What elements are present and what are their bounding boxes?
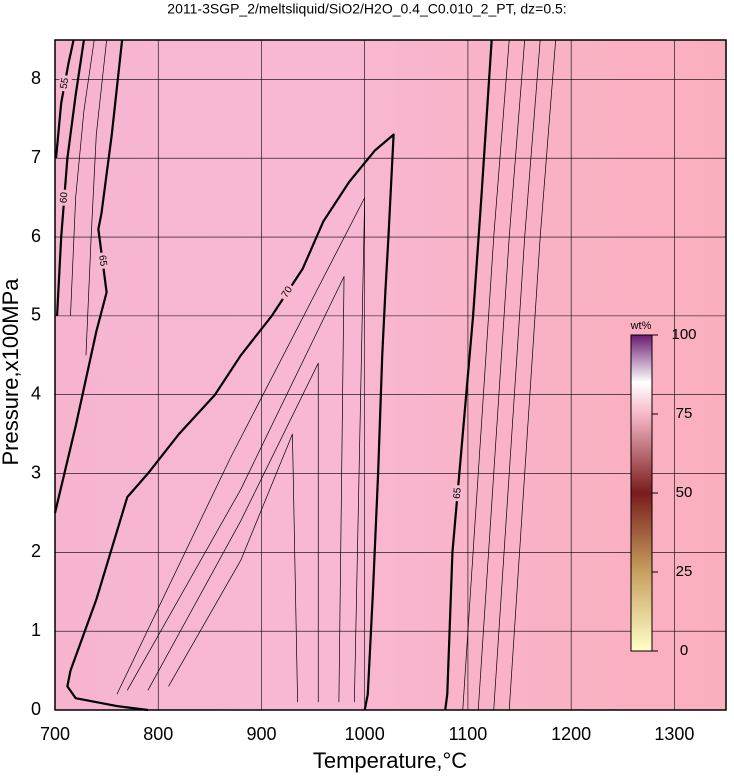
y-tick-label: 8: [31, 68, 41, 88]
colorbar: [630, 334, 653, 652]
minor-contour: [493, 39, 541, 711]
y-axis-title: Pressure,x100MPa: [0, 278, 23, 466]
y-tick-label: 5: [31, 305, 41, 325]
minor-contour: [508, 39, 557, 711]
minor-contour: [147, 362, 319, 703]
x-tick-label: 800: [143, 724, 173, 744]
contour-label: 65: [452, 487, 464, 499]
minor-contour: [70, 39, 95, 316]
x-tick-label: 1300: [654, 724, 694, 744]
minor-contour: [85, 39, 107, 356]
minor-contour: [168, 433, 298, 703]
plot-frame: [54, 39, 727, 711]
colorbar-tick-label: 75: [676, 405, 693, 422]
contour: [444, 39, 493, 711]
y-tick-label: 3: [31, 462, 41, 482]
colorbar-tick-label: 0: [680, 642, 688, 659]
colorbar-tick-label: 100: [671, 326, 696, 343]
x-tick-label: 1100: [449, 724, 488, 744]
colorbar-tick-label: 25: [676, 563, 693, 580]
y-tick-label: 2: [31, 541, 41, 561]
contour-label-bg: [277, 282, 297, 303]
contour-label: 65: [96, 254, 108, 267]
minor-contour: [116, 197, 366, 703]
chart-title: 2011-3SGP_2/meltsliquid/SiO2/H2O_0.4_C0.…: [167, 1, 566, 17]
x-tick-label: 900: [246, 724, 276, 744]
colorbar-label: wt%: [630, 320, 652, 332]
contour-label-bg: [95, 251, 110, 270]
y-tick-label: 0: [31, 699, 41, 719]
plot-background: [55, 40, 726, 710]
x-tick-label: 700: [40, 724, 70, 744]
contour-label: 55: [59, 76, 72, 89]
y-tick-label: 1: [31, 620, 41, 640]
minor-contour: [126, 276, 345, 703]
x-tick-label: 1200: [551, 724, 591, 744]
contour-label-bg: [450, 484, 465, 502]
x-axis-title: Temperature,°C: [313, 748, 467, 773]
minor-contour: [477, 39, 526, 711]
contour-label-bg: [57, 189, 71, 207]
colorbar-tick-label: 50: [676, 484, 693, 501]
contour: [55, 39, 85, 316]
contour-label-bg: [57, 74, 73, 93]
y-tick-label: 4: [31, 383, 41, 403]
y-tick-label: 7: [31, 147, 41, 167]
minor-contour: [462, 39, 510, 711]
contour-label: 60: [59, 191, 71, 203]
y-tick-label: 6: [31, 226, 41, 246]
x-tick-label: 1000: [345, 724, 385, 744]
